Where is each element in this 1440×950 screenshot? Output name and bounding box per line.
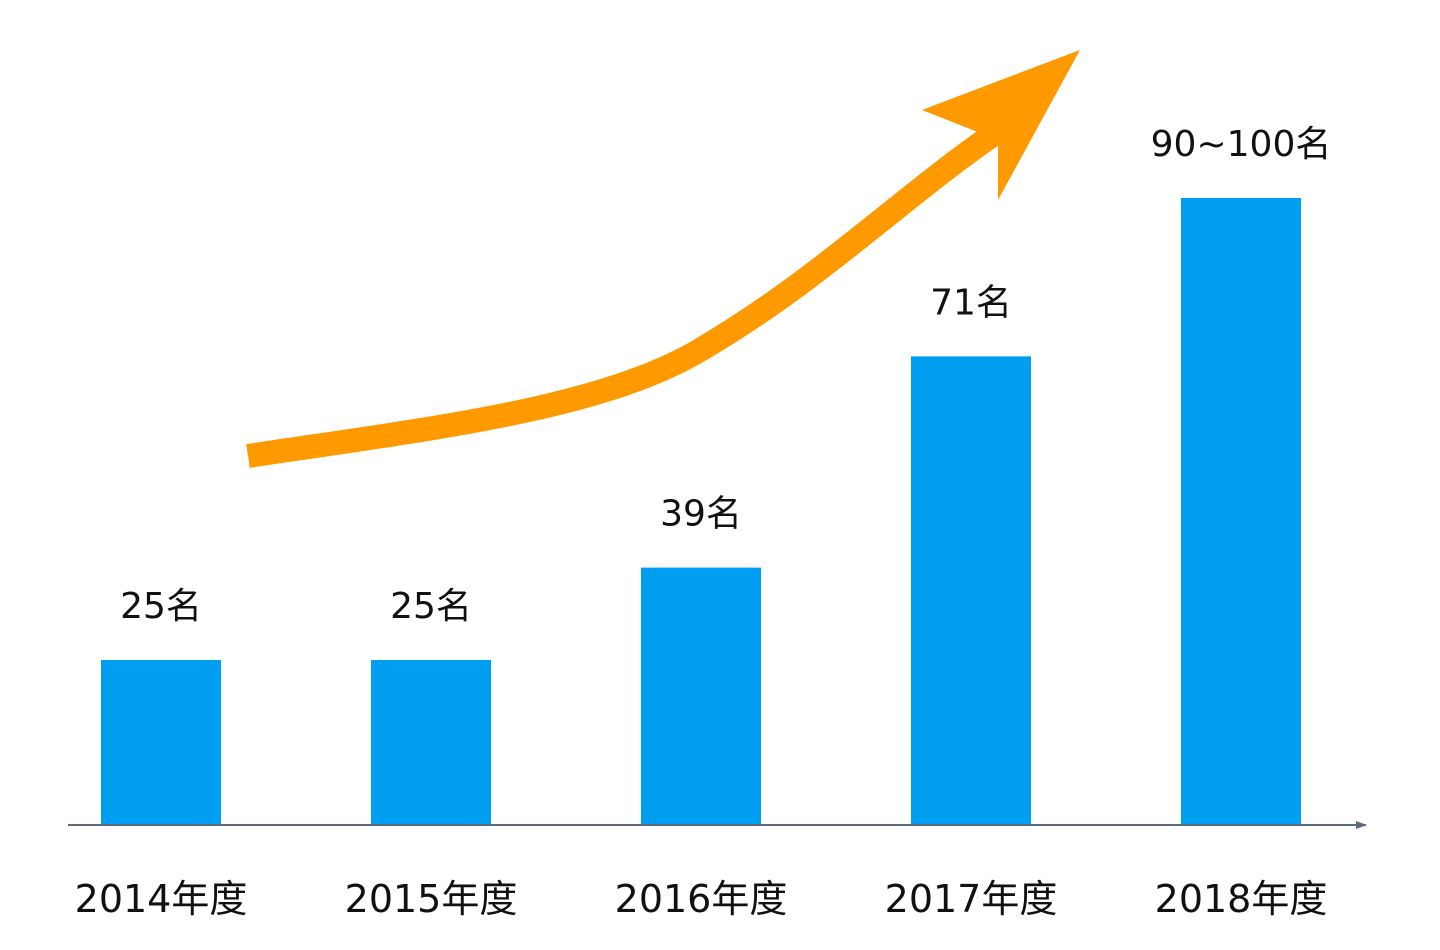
bar-3 — [641, 567, 761, 825]
data-label-2: 25名 — [390, 586, 472, 627]
x-tick-label-3: 2016年度 — [615, 877, 788, 921]
bar-1 — [101, 660, 221, 825]
data-label-1: 25名 — [120, 586, 202, 627]
data-label-3: 39名 — [660, 494, 742, 535]
bar-4 — [911, 356, 1031, 825]
bar-2 — [371, 660, 491, 825]
bars-group — [101, 198, 1301, 825]
x-tick-label-5: 2018年度 — [1155, 877, 1328, 921]
tick-labels-group: 2014年度 2015年度 2016年度 2017年度 2018年度 — [75, 877, 1328, 921]
x-tick-label-1: 2014年度 — [75, 877, 248, 921]
trend-arrow — [246, 50, 1080, 468]
bar-5 — [1181, 198, 1301, 825]
data-label-5: 90~100名 — [1151, 124, 1332, 165]
trend-arrow-shaft — [246, 120, 1007, 468]
x-tick-label-4: 2017年度 — [885, 877, 1058, 921]
trend-arrow-head — [922, 50, 1080, 200]
data-label-4: 71名 — [930, 282, 1012, 323]
x-tick-label-2: 2015年度 — [345, 877, 518, 921]
data-labels-group: 25名 25名 39名 71名 90~100名 — [120, 124, 1331, 627]
